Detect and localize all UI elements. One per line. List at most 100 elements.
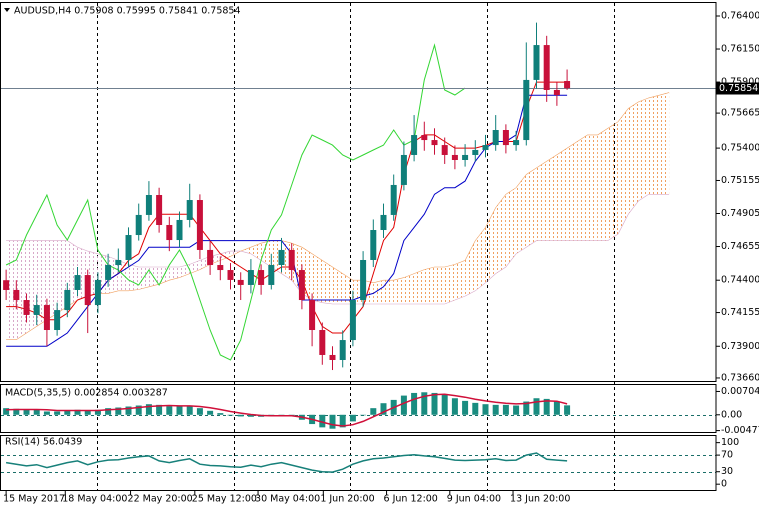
candle-body (370, 230, 377, 260)
cloud-segment (240, 247, 251, 254)
cloud-segment (618, 108, 629, 234)
candle-body (43, 305, 50, 331)
cloud-segment (434, 267, 445, 304)
cloud-segment (536, 161, 547, 241)
cloud-segment (628, 101, 639, 215)
macd-bar (125, 406, 132, 415)
y-tick-label: 0.75155 (721, 175, 759, 186)
y-tick-label: 0.75400 (721, 143, 759, 154)
candle-body (186, 200, 193, 220)
cloud-segment (169, 267, 180, 281)
macd-bar (105, 408, 112, 415)
macd-bar (54, 411, 61, 415)
macd-bar (451, 398, 458, 415)
candle-body (339, 340, 346, 360)
candle-body (502, 130, 509, 146)
candle-body (533, 45, 540, 80)
candle-body (298, 270, 305, 301)
y-tick-label: 0.75665 (721, 108, 759, 119)
macd-bar (400, 395, 407, 415)
cloud-segment (312, 253, 323, 303)
cloud-segment (607, 121, 619, 241)
cloud-segment (485, 207, 496, 283)
macd-bar (43, 411, 50, 415)
macd-bar (176, 406, 183, 415)
indicator-line (5, 43, 466, 361)
candle-body (523, 79, 530, 141)
x-tick-label: 18 May 04:00 (62, 494, 127, 505)
cloud-segment (556, 148, 568, 241)
span-a-line (6, 92, 670, 340)
cloud-segment (403, 273, 415, 304)
candle-body (349, 300, 356, 341)
candle-body (74, 275, 81, 290)
candle-body (207, 249, 214, 266)
macd-bar (237, 414, 244, 417)
candle-body (543, 45, 550, 90)
y-tick-label: 0.75900 (721, 77, 759, 88)
macd-bar (166, 406, 173, 415)
candle-body (54, 310, 61, 331)
macd-bar (513, 405, 520, 415)
cloud-segment (648, 95, 659, 195)
y-tick-label: 100 (721, 437, 739, 448)
macd-bar (319, 414, 326, 428)
x-tick-label: 9 Jun 04:00 (447, 494, 501, 505)
cloud-segment (424, 267, 435, 304)
cloud-segment (587, 134, 598, 241)
candle-body (115, 259, 122, 266)
plot-layer (1, 3, 716, 490)
macd-bar (472, 402, 479, 415)
x-tick-label: 6 Jun 12:00 (384, 494, 438, 505)
macd-bar (64, 410, 71, 415)
menu-triangle[interactable] (4, 8, 10, 12)
candle-body (400, 154, 407, 185)
candle-body (33, 305, 40, 315)
candle-body (492, 130, 499, 146)
candle-body (411, 135, 418, 155)
candle-body (156, 195, 163, 225)
candle-body (309, 300, 316, 331)
macd-bar (13, 408, 20, 415)
macd-bar (411, 392, 418, 415)
cloud-segment (128, 264, 139, 291)
candle-body (462, 154, 469, 160)
cloud-segment (658, 92, 670, 195)
y-tick-label: 30 (721, 466, 733, 477)
macd-bar (145, 404, 152, 415)
macd-bar (441, 394, 448, 415)
macd-bar (23, 409, 30, 415)
candle-body (441, 145, 448, 155)
candle-body (125, 235, 132, 260)
cloud-segment (46, 240, 58, 320)
macd-bar (502, 404, 509, 415)
price-label-box (716, 82, 759, 95)
candle-body (176, 219, 183, 241)
cloud-segment (454, 260, 466, 300)
macd-bar (207, 410, 214, 415)
macd-bar (380, 403, 387, 415)
y-tick-label: 0.76400 (721, 11, 759, 22)
candle-body (94, 279, 101, 306)
cloud-segment (526, 167, 537, 248)
y-tick-label: 0.73660 (721, 372, 759, 383)
main-title: AUDUSD,H4 0.75908 0.75995 0.75841 0.7585… (14, 6, 241, 17)
macd-bar (564, 405, 571, 415)
macd-bar (135, 405, 142, 415)
signal-line (6, 393, 568, 427)
cloud-segment (373, 280, 384, 304)
macd-bar (421, 392, 428, 415)
macd-bar (3, 408, 10, 415)
candle-body (166, 224, 173, 241)
macd-title: MACD(5,35,5) 0.002854 0.003287 (5, 388, 168, 399)
cloud-segment (36, 240, 47, 327)
cloud-segment (465, 240, 476, 297)
candle-body (237, 279, 244, 285)
candle-body (13, 289, 20, 301)
cloud-segment (26, 240, 37, 333)
cloud-segment (342, 273, 353, 304)
candle-body (513, 140, 520, 146)
price-label: 0.75854 (719, 83, 758, 94)
